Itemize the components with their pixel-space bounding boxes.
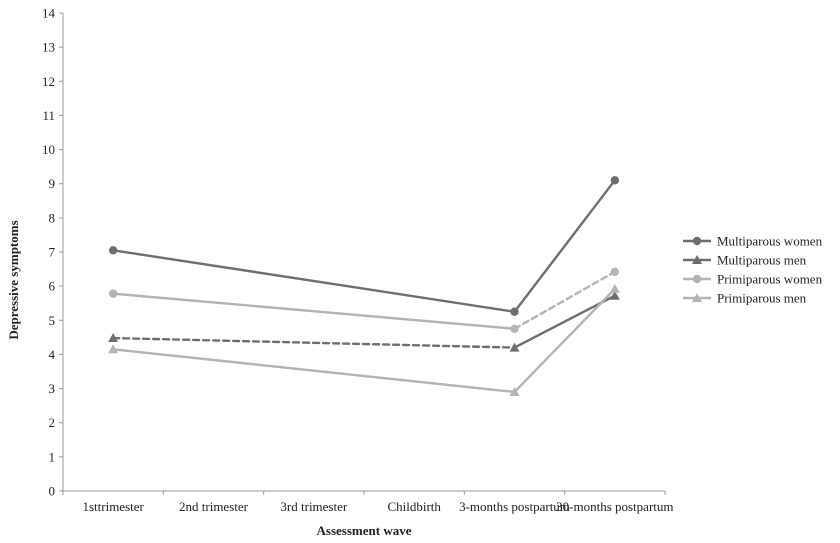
series-layer: [108, 176, 620, 396]
y-tick-label: 6: [49, 279, 56, 294]
series-primiparous-men: [108, 283, 620, 396]
y-tick-label: 3: [49, 381, 56, 396]
y-tick-label: 7: [49, 245, 56, 260]
data-point: [610, 267, 620, 277]
series-line-segment: [513, 179, 617, 313]
series-line-segment: [111, 249, 516, 313]
legend: Multiparous women Multiparous men Primipar…: [683, 234, 823, 306]
y-tick-label: 13: [42, 40, 55, 55]
y-tick-label: 14: [42, 6, 56, 21]
y-tick-label: 8: [49, 210, 56, 225]
series-primiparous-women: [108, 267, 620, 334]
data-point: [108, 289, 118, 298]
y-axis-title: Depressive symptoms: [6, 220, 21, 339]
legend-marker: [692, 255, 702, 264]
legend-item: Multiparous women: [683, 234, 823, 249]
legend-item: Primiparous men: [683, 291, 807, 306]
series-line-segment: [513, 270, 617, 331]
legend-item: Multiparous men: [683, 253, 807, 268]
series-line-segment: [513, 287, 617, 394]
y-tick-label: 0: [49, 484, 56, 499]
y-tick-label: 2: [49, 415, 56, 430]
axes: [62, 13, 665, 492]
y-tick-label: 1: [49, 449, 56, 464]
legend-marker: [692, 293, 702, 302]
data-point: [609, 290, 620, 300]
legend-label: Primiparous women: [717, 272, 823, 287]
data-point: [510, 324, 519, 334]
legend-label: Multiparous women: [717, 234, 823, 249]
y-tick-label: 4: [49, 347, 56, 362]
legend-marker: [692, 236, 702, 246]
y-tick-label: 11: [42, 108, 55, 123]
legend-label: Multiparous men: [717, 253, 807, 268]
x-tick-label: 2nd trimester: [179, 499, 249, 514]
y-tick-label: 10: [42, 142, 55, 157]
x-tick-label: 3rd trimester: [280, 499, 347, 514]
series-line-segment: [111, 348, 516, 394]
x-tick-label: 1sttrimester: [82, 499, 144, 514]
x-tick-label: 3-months postpartum: [459, 499, 570, 514]
series-multiparous-women: [108, 176, 620, 316]
data-point: [509, 386, 520, 396]
y-tick-label: 9: [49, 176, 56, 191]
y-tick-label: 12: [42, 74, 55, 89]
legend-item: Primiparous women: [683, 272, 823, 287]
series-line-segment: [111, 292, 516, 331]
x-axis-title: Assessment wave: [317, 523, 412, 538]
data-point: [610, 176, 620, 185]
data-point: [510, 307, 519, 316]
data-point: [108, 344, 119, 354]
x-tick-label: Childbirth: [387, 499, 441, 514]
x-tick-label: 30-months postpartum: [556, 499, 673, 514]
data-point: [609, 283, 620, 293]
y-tick-label: 5: [49, 313, 56, 328]
x-axis-ticks: 1sttrimester 2nd trimester 3rd trimester Ch…: [62, 491, 674, 514]
data-point: [108, 246, 118, 255]
series-line-segment: [111, 336, 516, 349]
data-point: [509, 342, 520, 352]
legend-label: Primiparous men: [717, 291, 807, 306]
data-point: [108, 333, 119, 343]
legend-marker: [692, 274, 702, 284]
